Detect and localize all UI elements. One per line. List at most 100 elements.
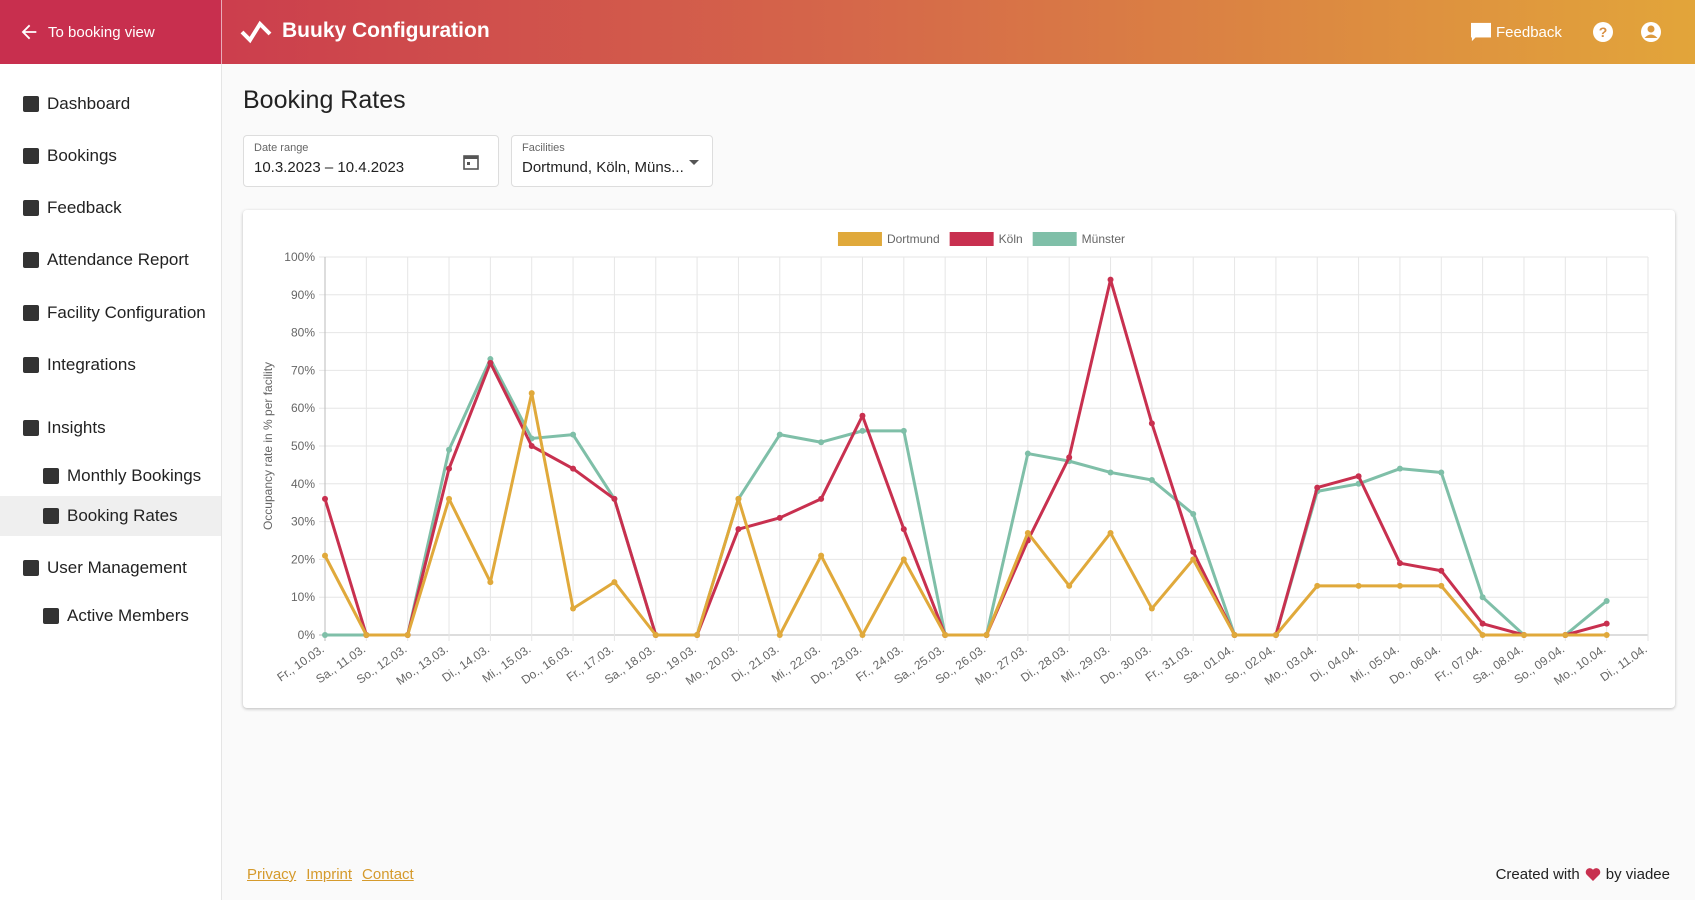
data-point bbox=[446, 465, 453, 472]
footer-link[interactable]: Contact bbox=[362, 866, 414, 883]
nav-icon bbox=[43, 508, 59, 524]
chart: 0%10%20%30%40%50%60%70%80%90%100%Fr., 10… bbox=[261, 232, 1650, 688]
data-point bbox=[859, 632, 866, 638]
data-point bbox=[1479, 594, 1486, 601]
nav-item[interactable]: Integrations bbox=[0, 345, 221, 385]
data-point bbox=[859, 412, 866, 419]
data-point bbox=[818, 495, 825, 502]
nav-label: Active Members bbox=[67, 606, 189, 625]
series-line bbox=[323, 391, 1607, 637]
nav-label: Bookings bbox=[47, 146, 117, 165]
nav-item[interactable]: Bookings bbox=[0, 136, 221, 176]
data-point bbox=[404, 632, 411, 638]
nav-label: Booking Rates bbox=[67, 506, 178, 525]
nav-label: User Management bbox=[47, 558, 187, 577]
icon-shape bbox=[43, 468, 59, 484]
nav-item[interactable]: Attendance Report bbox=[0, 240, 221, 280]
legend-swatch bbox=[949, 232, 994, 246]
footer-credit: Created with by viadee bbox=[1496, 866, 1670, 883]
x-tick-label: Di., 11.04. bbox=[1598, 642, 1650, 684]
nav-label: Feedback bbox=[47, 198, 122, 217]
data-point bbox=[1148, 477, 1155, 484]
icon-shape bbox=[23, 357, 39, 373]
data-point bbox=[900, 427, 907, 434]
data-point bbox=[818, 552, 825, 559]
data-point bbox=[487, 579, 494, 586]
data-point bbox=[363, 632, 370, 638]
data-point bbox=[1190, 548, 1197, 555]
data-point bbox=[1148, 605, 1155, 612]
data-point bbox=[1190, 556, 1197, 563]
y-tick-label: 100% bbox=[284, 250, 315, 264]
y-tick-label: 60% bbox=[291, 401, 315, 415]
chart-card: 0% 10% 20% 30% 40% 50% 60% 70% 80% 90% 100% Fr., 10… bbox=[243, 210, 1675, 708]
data-point bbox=[694, 632, 701, 638]
nav-item[interactable]: Dashboard bbox=[0, 84, 221, 124]
nav-icon bbox=[23, 148, 39, 164]
data-point bbox=[1396, 465, 1403, 472]
nav-label: Dashboard bbox=[47, 94, 131, 113]
feedback-button[interactable]: Feedback bbox=[1470, 22, 1562, 42]
heart-icon bbox=[1585, 868, 1601, 881]
field-label: Facilities bbox=[522, 142, 565, 154]
data-point bbox=[1562, 632, 1569, 638]
data-point bbox=[652, 632, 659, 638]
help-icon[interactable]: ? bbox=[1592, 21, 1614, 43]
nav-label: Insights bbox=[47, 418, 106, 437]
series-line bbox=[325, 357, 1608, 637]
feedback-label: Feedback bbox=[1496, 23, 1562, 41]
data-point bbox=[528, 443, 535, 449]
data-point bbox=[818, 439, 825, 446]
page-title: Booking Rates bbox=[243, 86, 406, 114]
nav-item[interactable]: Feedback bbox=[0, 188, 221, 228]
data-point bbox=[1107, 469, 1114, 476]
date-range-field[interactable]: Date range 10.3.2023 – 10.4.2023 bbox=[243, 135, 499, 187]
account-icon[interactable] bbox=[1640, 21, 1662, 43]
data-point bbox=[776, 632, 783, 638]
data-point bbox=[1520, 632, 1527, 638]
nav-icon bbox=[23, 305, 39, 321]
footer-link[interactable]: Privacy bbox=[247, 866, 297, 883]
data-point bbox=[322, 552, 328, 559]
legend-label: Dortmund bbox=[887, 232, 940, 246]
data-point bbox=[1603, 632, 1610, 638]
y-tick-label: 90% bbox=[291, 288, 315, 302]
data-point bbox=[1603, 597, 1610, 604]
data-point bbox=[1355, 582, 1362, 589]
legend-swatch bbox=[837, 232, 882, 246]
icon-shape bbox=[23, 252, 39, 268]
calendar-icon[interactable] bbox=[462, 153, 480, 171]
data-point bbox=[1603, 620, 1610, 627]
data-point bbox=[446, 446, 453, 453]
data-point bbox=[735, 495, 742, 502]
nav-icon bbox=[23, 560, 39, 576]
nav-icon bbox=[43, 608, 59, 624]
svg-text:?: ? bbox=[1599, 24, 1608, 40]
footer-link[interactable]: Imprint bbox=[306, 866, 353, 883]
back-icon bbox=[21, 24, 37, 40]
nav-item[interactable]: Active Members bbox=[0, 596, 221, 636]
app-title: Buuky Configuration bbox=[240, 18, 490, 44]
data-point bbox=[1107, 276, 1114, 283]
field-value: 10.3.2023 – 10.4.2023 bbox=[254, 159, 405, 176]
nav-label: Monthly Bookings bbox=[67, 466, 202, 485]
nav-item[interactable]: Insights bbox=[0, 408, 221, 448]
sidebar: Dashboard Bookings Feedback Attendance Repo… bbox=[0, 64, 222, 900]
nav-label: Integrations bbox=[47, 355, 136, 374]
data-point bbox=[1024, 529, 1031, 536]
data-point bbox=[1190, 511, 1197, 518]
data-point bbox=[942, 632, 949, 638]
nav-item[interactable]: Booking Rates bbox=[0, 496, 221, 536]
data-point bbox=[900, 526, 907, 533]
back-button[interactable]: To booking view bbox=[0, 0, 222, 64]
icon-shape bbox=[43, 508, 59, 524]
facilities-field[interactable]: Facilities Dortmund, Köln, Müns... bbox=[511, 135, 713, 187]
nav-item[interactable]: User Management bbox=[0, 548, 221, 588]
data-point bbox=[487, 359, 494, 366]
nav-item[interactable]: Monthly Bookings bbox=[0, 456, 221, 496]
nav-icon bbox=[23, 200, 39, 216]
nav-item[interactable]: Facility Configuration bbox=[0, 293, 221, 333]
y-tick-label: 0% bbox=[298, 628, 316, 642]
back-label: To booking view bbox=[48, 23, 155, 41]
